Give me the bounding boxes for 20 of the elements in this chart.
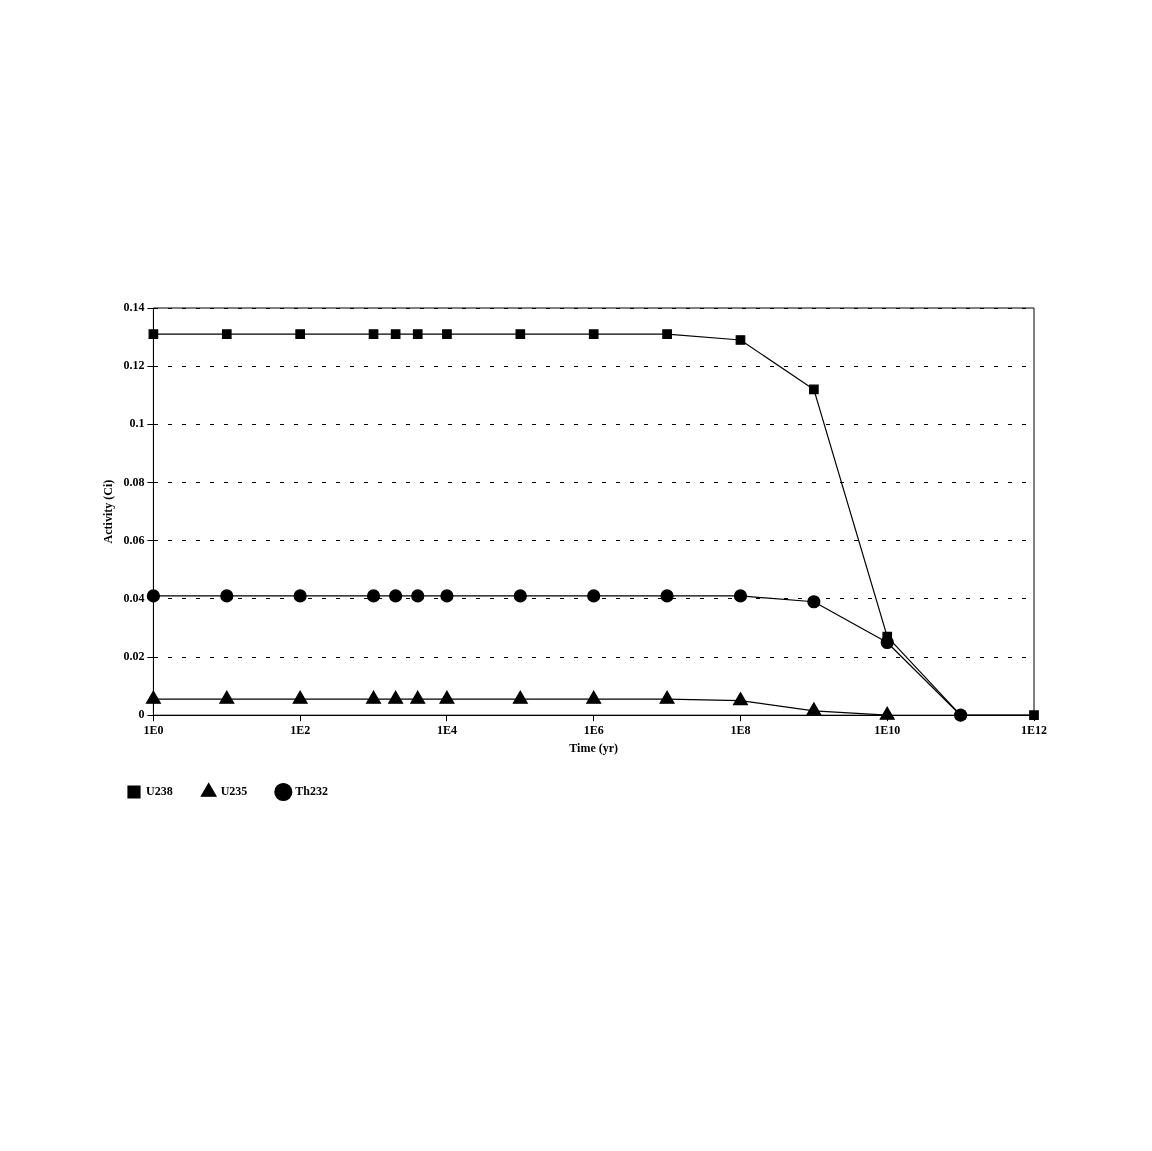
x-tick-label: 1E2 (290, 723, 311, 738)
x-tick-label: 1E0 (143, 723, 164, 738)
y-tick-label: 0.14 (123, 300, 145, 315)
x-tick-label: 1E12 (1020, 723, 1048, 738)
x-tick-label: 1E6 (583, 723, 604, 738)
y-axis-title: Activity (Ci) (101, 479, 116, 544)
y-tick-label: 0.1 (129, 416, 145, 431)
y-tick-label: 0.12 (123, 358, 145, 373)
y-tick-label: 0.04 (123, 590, 145, 605)
x-axis-title: Time (yr) (569, 740, 619, 755)
legend-label: U238 (146, 784, 173, 799)
y-tick-label: 0 (138, 707, 145, 722)
x-tick-label: 1E10 (874, 723, 901, 738)
legend-label: U235 (220, 784, 248, 799)
y-tick-label: 0.08 (123, 474, 145, 489)
y-tick-label: 0.06 (123, 532, 145, 547)
y-tick-label: 0.02 (123, 649, 145, 664)
legend-label: Th232 (295, 784, 329, 799)
x-tick-label: 1E8 (730, 723, 751, 738)
x-tick-label: 1E4 (436, 723, 457, 738)
